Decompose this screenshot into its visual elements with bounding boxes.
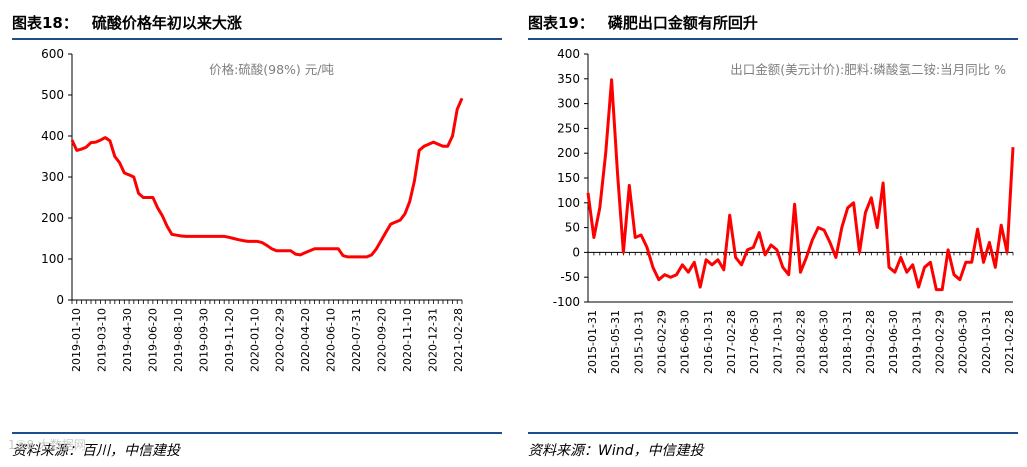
figure-19-label: 图表19： [528,14,594,32]
figure-18-title-text: 硫酸价格年初以来大涨 [91,14,242,32]
x-tick-label: 2019-03-10 [95,308,108,372]
x-tick-label: 2019-11-20 [223,308,236,372]
x-tick-label: 2017-10-31 [771,310,784,374]
x-tick-label: 2019-08-10 [172,308,185,372]
x-tick-label: 2015-10-31 [632,310,645,374]
watermark: 1⑥8 大数据网 [8,438,86,452]
x-tick-label: 2018-06-30 [818,310,831,374]
x-tick-label: 2019-06-20 [146,308,159,372]
x-tick-label: 2020-09-20 [376,308,389,372]
y-tick-label: 100 [557,196,580,210]
x-tick-label: 2020-02-29 [934,310,947,374]
x-tick-label: 2015-05-31 [609,310,622,374]
y-tick-label: 150 [557,171,580,185]
figure-18-title: 图表18： 硫酸价格年初以来大涨 [12,12,242,33]
series-annotation: 出口金额(美元计价):肥料:磷酸氢二铵:当月同比 % [730,62,1006,77]
x-tick-label: 2020-02-29 [274,308,287,372]
figure-18: 图表18： 硫酸价格年初以来大涨 0 100 200 300 400 500 600 2019-… [12,0,512,467]
x-tick-label: 2020-11-10 [401,308,414,372]
y-tick-label: 200 [557,146,580,160]
figure-19-bottom-rule [528,432,1018,434]
figure-19-title-text: 磷肥出口金额有所回升 [607,14,758,32]
y-tick-label: -100 [553,295,580,309]
y-tick-label: 50 [565,221,580,235]
y-tick-label: 350 [557,72,580,86]
x-tick-label: 2020-10-31 [980,310,993,374]
x-tick-label: 2020-01-10 [248,308,261,372]
series-line [70,97,464,259]
y-tick-label: 500 [41,88,64,102]
figure-19: 图表19： 磷肥出口金额有所回升 -100 -50 0 50 100 150 200 250 30… [528,0,1027,467]
y-tick-label: 300 [41,170,64,184]
series-line [586,78,1015,292]
figure-19-title: 图表19： 磷肥出口金额有所回升 [528,12,758,33]
y-tick-label: 400 [557,47,580,61]
x-tick-label: 2016-10-31 [702,310,715,374]
y-tick-label: 600 [41,47,64,61]
x-tick-label: 2016-02-29 [656,310,669,374]
series-annotation: 价格:硫酸(98%) 元/吨 [209,62,334,77]
y-tick-label: 0 [56,293,64,307]
x-tick-label: 2019-09-30 [197,308,210,372]
phosphate-export-chart: -100 -50 0 50 100 150 200 250 300 350 400 2015-01-3… [553,47,1016,374]
y-tick-label: 200 [41,211,64,225]
figure-19-top-rule [528,38,1018,40]
x-tick-label: 2016-06-30 [679,310,692,374]
x-tick-label: 2021-02-28 [452,308,465,372]
x-tick-label: 2020-06-10 [325,308,338,372]
y-tick-label: 400 [41,129,64,143]
figure-18-source: 资料来源：百川，中信建投 [12,443,180,459]
x-tick-label: 2015-01-31 [586,310,599,374]
x-tick-label: 2017-02-28 [725,310,738,374]
y-tick-label: 100 [41,252,64,266]
x-tick-label: 2020-12-31 [427,308,440,372]
y-tick-label: 0 [572,245,580,259]
x-tick-label: 2019-10-31 [910,310,923,374]
x-tick-label: 2021-02-28 [1003,310,1016,374]
y-tick-label: 300 [557,97,580,111]
x-tick-label: 2019-02-28 [864,310,877,374]
x-tick-label: 2019-04-30 [121,308,134,372]
y-tick-label: 250 [557,121,580,135]
x-tick-label: 2018-10-31 [841,310,854,374]
x-tick-label: 2020-04-20 [299,308,312,372]
figure-18-top-rule [12,38,502,40]
sulfuric-acid-price-chart: 0 100 200 300 400 500 600 2019-01-10 2019-03-10 2… [41,47,465,372]
y-tick-label: -50 [560,270,580,284]
figure-18-label: 图表18： [12,14,78,32]
x-tick-label: 2017-06-30 [748,310,761,374]
x-tick-label: 2018-02-28 [795,310,808,374]
x-tick-label: 2020-06-30 [957,310,970,374]
figure-19-source: 资料来源：Wind，中信建投 [528,443,704,459]
x-tick-label: 2019-01-10 [70,308,83,372]
x-tick-label: 2020-07-31 [350,308,363,372]
x-tick-label: 2019-06-30 [887,310,900,374]
figure-18-bottom-rule [12,432,502,434]
